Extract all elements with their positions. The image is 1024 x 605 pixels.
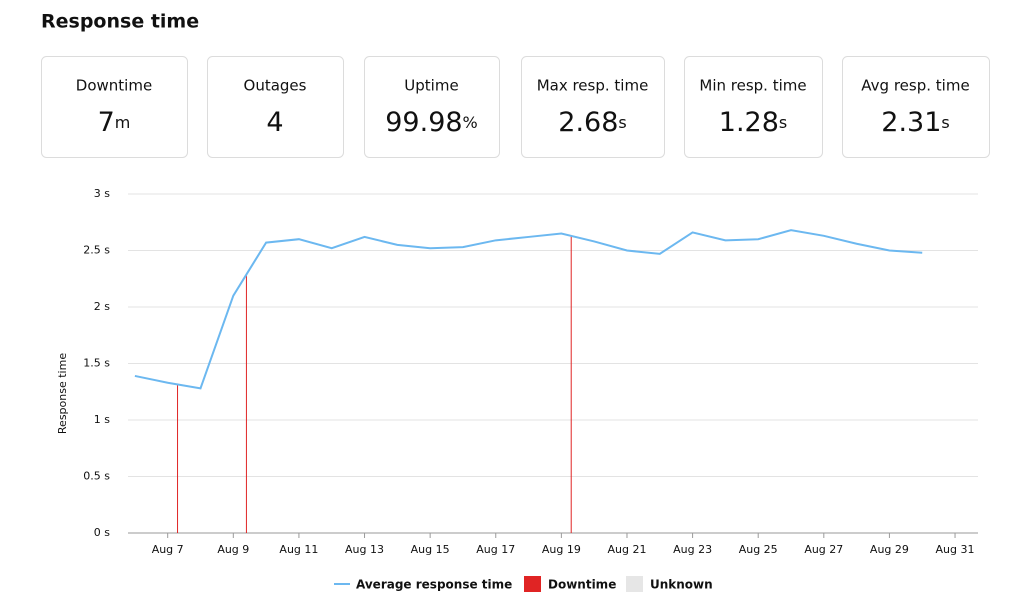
card-box: [207, 56, 344, 158]
x-tick-label: Aug 11: [279, 543, 318, 556]
value-number: 4: [266, 107, 283, 138]
card-value: 4: [266, 107, 283, 138]
card-box: [41, 56, 188, 158]
x-tick-label: Aug 13: [345, 543, 384, 556]
value-number: 7: [98, 107, 115, 138]
card-box: [684, 56, 823, 158]
y-tick-label: 2 s: [94, 300, 110, 313]
stat-cards: Downtime 7m Outages 4 Uptime 99.98% Max resp. …: [41, 56, 990, 158]
legend-swatch: [626, 576, 643, 592]
y-axis-label: Response time: [56, 353, 69, 434]
stat-card: Downtime 7m: [41, 56, 188, 158]
value-unit: s: [779, 113, 787, 132]
x-tick-label: Aug 27: [804, 543, 843, 556]
value-unit: m: [115, 113, 131, 132]
card-value: 2.31s: [881, 107, 949, 138]
stat-card: Min resp. time 1.28s: [684, 56, 823, 158]
x-tick-label: Aug 19: [542, 543, 581, 556]
x-tick-label: Aug 17: [476, 543, 515, 556]
card-label: Max resp. time: [537, 77, 649, 95]
value-number: 99.98: [385, 107, 462, 138]
legend-label: Unknown: [650, 578, 713, 592]
card-label: Min resp. time: [699, 77, 806, 95]
stat-card: Outages 4: [207, 56, 344, 158]
card-label: Avg resp. time: [861, 77, 969, 95]
value-number: 1.28: [719, 107, 779, 138]
stat-card: Avg resp. time 2.31s: [842, 56, 990, 158]
legend-label: Average response time: [356, 578, 512, 592]
y-tick-label: 2.5 s: [83, 244, 110, 257]
x-tick-label: Aug 7: [152, 543, 184, 556]
stat-card: Max resp. time 2.68s: [521, 56, 665, 158]
y-tick-label: 0.5 s: [83, 470, 110, 483]
page-title: Response time: [41, 11, 199, 33]
x-tick-label: Aug 9: [217, 543, 249, 556]
y-tick-label: 0 s: [94, 526, 110, 539]
value-unit: s: [618, 113, 626, 132]
x-tick-label: Aug 21: [607, 543, 646, 556]
legend: Average response time Downtime Unknown: [334, 576, 713, 592]
card-value: 2.68s: [558, 107, 626, 138]
value-unit: s: [941, 113, 949, 132]
value-number: 2.68: [558, 107, 618, 138]
card-box: [521, 56, 665, 158]
value-number: 2.31: [881, 107, 941, 138]
x-tick-label: Aug 29: [870, 543, 909, 556]
card-box: [364, 56, 500, 158]
x-tick-label: Aug 31: [936, 543, 975, 556]
response-line: [134, 229, 923, 390]
chart: 0 s 0.5 s 1 s 1.5 s 2 s 2.5 s 3 s Aug 7 Aug 9 Aug…: [56, 187, 978, 592]
x-tick-label: Aug 23: [673, 543, 712, 556]
value-unit: %: [463, 113, 478, 132]
card-value: 1.28s: [719, 107, 787, 138]
card-value: 7m: [98, 107, 131, 138]
card-label: Uptime: [404, 77, 458, 95]
y-tick-label: 1 s: [94, 413, 110, 426]
card-label: Outages: [244, 77, 307, 95]
x-tick-label: Aug 25: [739, 543, 778, 556]
x-tick-label: Aug 15: [411, 543, 450, 556]
legend-swatch: [524, 576, 541, 592]
card-label: Downtime: [76, 77, 152, 95]
stat-card: Uptime 99.98%: [364, 56, 500, 158]
legend-label: Downtime: [548, 578, 616, 592]
card-box: [842, 56, 990, 158]
y-tick-label: 3 s: [94, 187, 110, 200]
card-value: 99.98%: [385, 107, 478, 138]
y-tick-label: 1.5 s: [83, 357, 110, 370]
